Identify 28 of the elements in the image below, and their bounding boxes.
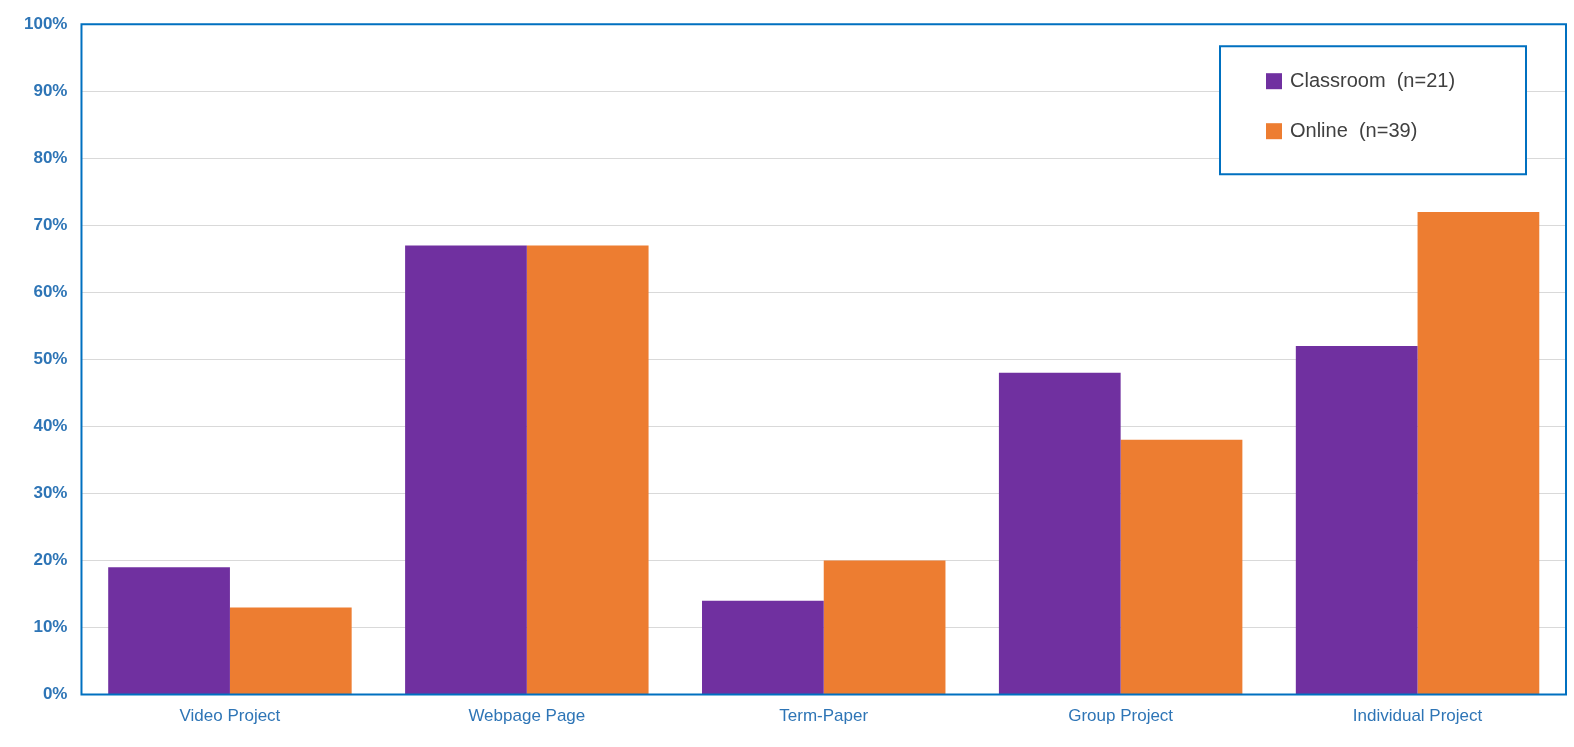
x-tick-label: Webpage Page [468,706,586,726]
bar [702,600,824,695]
legend-label: Classroom (n=21) [1290,68,1456,91]
x-tick-label: Individual Project [1352,706,1483,726]
y-tick-label: 60% [33,282,68,302]
bar [108,567,230,695]
y-tick-label: 100% [24,13,68,33]
y-tick-label: 50% [33,349,68,369]
y-tick-label: 0% [42,684,68,704]
bar [823,560,946,695]
bar [1120,439,1243,695]
bar [1295,345,1418,695]
y-tick-label: 80% [33,147,68,167]
x-tick-label: Term-Paper [779,706,869,726]
legend-label: Online (n=39) [1290,118,1418,141]
y-tick-label: 70% [33,215,68,235]
x-tick-label: Video Project [179,706,281,726]
y-tick-label: 40% [33,416,68,436]
bar [229,607,352,695]
bar [1417,211,1540,695]
y-tick-label: 10% [33,617,68,637]
bar [405,245,527,695]
x-tick-label: Group Project [1068,706,1174,726]
bar [526,245,649,695]
y-tick-label: 20% [33,550,68,570]
bar [998,372,1121,695]
y-tick-label: 90% [33,80,68,100]
y-tick-label: 30% [33,483,68,503]
